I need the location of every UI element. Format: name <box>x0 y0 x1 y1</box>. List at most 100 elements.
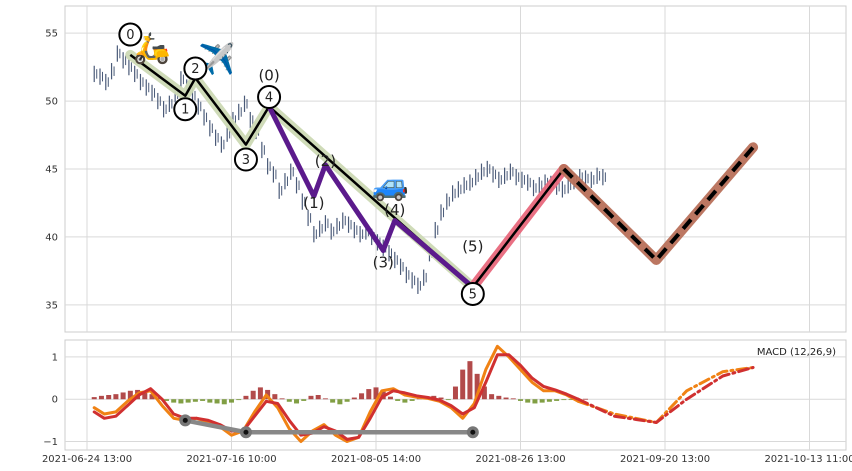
macd-histogram-bar <box>142 391 148 400</box>
macd-histogram-bar <box>546 399 552 402</box>
wave-line <box>471 168 565 288</box>
wave-label: 4 <box>265 91 273 106</box>
macd-histogram-bar <box>257 387 263 400</box>
macd-histogram-bar <box>539 399 545 403</box>
macd-histogram-bar <box>351 397 357 400</box>
wave-label-circle <box>233 147 258 172</box>
divergence-point-center <box>470 429 476 435</box>
wave-label: 2 <box>191 62 199 77</box>
macd-histogram-bar <box>474 373 480 400</box>
price-y-tick-label: 50 <box>45 97 58 108</box>
macd-histogram-bar <box>554 399 560 401</box>
macd-histogram-bar <box>467 361 473 400</box>
macd-histogram-bar <box>279 398 285 400</box>
x-tick-label: 2021-09-20 13:00 <box>620 454 710 465</box>
macd-histogram-bar <box>481 386 487 400</box>
macd-histogram-bar <box>518 399 523 401</box>
car-icon: 🚙 <box>372 168 409 203</box>
macd-histogram-bar <box>452 386 458 400</box>
wave-label: 1 <box>181 103 189 118</box>
axis-labels: 2021-06-24 13:00 2021-07-16 10:00 2021-08-… <box>42 29 852 465</box>
x-tick-label: 2021-08-26 13:00 <box>475 454 565 465</box>
x-tick-label: 2021-06-24 13:00 <box>42 454 132 465</box>
wave-label: (4) <box>384 201 405 219</box>
macd-histogram-bar <box>344 399 350 402</box>
macd-histogram-bar <box>127 390 133 400</box>
macd-histogram-bar <box>192 399 198 402</box>
wave-label: 5 <box>469 287 477 302</box>
macd-y-tick-label: 0 <box>52 395 58 406</box>
macd-histogram-bar <box>200 399 206 401</box>
macd-histogram-bar <box>583 398 589 400</box>
macd-histogram-bar <box>171 399 177 403</box>
price-y-tick-label: 40 <box>45 232 58 243</box>
macd-histogram-bar <box>395 399 401 401</box>
macd-histogram-bar <box>445 399 451 401</box>
macd-histogram-bar <box>106 395 112 400</box>
macd-series-line <box>576 366 755 424</box>
macd-histogram-bar <box>359 393 365 400</box>
macd-histogram-bar <box>272 394 278 400</box>
macd-histogram-bar <box>460 369 466 400</box>
macd-y-tick-label: −1 <box>43 437 58 448</box>
wave-label-circle <box>257 85 282 110</box>
price-y-tick-label: 45 <box>45 165 58 176</box>
macd-histogram-bar <box>214 399 220 404</box>
macd-histogram-bar <box>120 392 126 400</box>
macd-histogram-bar <box>98 395 104 400</box>
macd-histogram-bar <box>330 399 336 403</box>
macd-histogram-bar <box>243 395 249 400</box>
macd-histogram-bar <box>286 399 292 402</box>
wave-line <box>129 53 474 289</box>
macd-histogram-bar <box>149 394 155 400</box>
wave-label: 0 <box>126 28 134 43</box>
macd-legend-label: MACD (12,26,9) <box>757 347 836 358</box>
wave-label: (3) <box>373 254 394 272</box>
wave-label: (5) <box>462 237 483 255</box>
wave-label-circle <box>118 22 143 47</box>
wave-line <box>562 145 755 262</box>
macd-histogram-bar <box>496 395 502 400</box>
macd-histogram-bar <box>525 399 531 403</box>
macd-histogram-bar <box>301 399 307 401</box>
price-y-tick-label: 55 <box>45 29 58 40</box>
macd-histogram-bar <box>373 387 379 400</box>
wave-label-circle <box>183 56 208 81</box>
macd-histogram-bar <box>236 399 242 401</box>
macd-histogram-bar <box>510 398 516 400</box>
macd-histogram-bar <box>366 389 372 400</box>
macd-histogram-bar <box>178 399 184 404</box>
wave-label: (1) <box>303 194 324 212</box>
macd-histogram-bar <box>561 399 567 401</box>
macd-histogram-bar <box>221 399 227 405</box>
macd-histogram-bar <box>294 399 300 404</box>
macd-marks: MACD (12,26,9) <box>91 344 836 443</box>
divergence-point-center <box>243 429 249 435</box>
price-grid <box>65 6 846 332</box>
macd-series-line <box>576 366 755 424</box>
macd-histogram-bar <box>532 399 538 404</box>
macd-histogram-bar <box>91 397 97 400</box>
macd-histogram-bar <box>250 390 256 400</box>
macd-histogram-bar <box>409 399 415 401</box>
macd-histogram-bar <box>438 397 444 400</box>
macd-histogram-bar <box>113 394 119 400</box>
macd-histogram-bar <box>387 396 393 400</box>
x-tick-label: 2021-07-16 10:00 <box>186 454 276 465</box>
macd-histogram-bar <box>337 399 343 405</box>
price-y-tick-label: 35 <box>45 300 58 311</box>
macd-histogram-bar <box>322 398 328 400</box>
wave-line <box>266 105 475 290</box>
macd-histogram-bar <box>402 399 408 403</box>
macd-histogram-bar <box>489 394 495 400</box>
wave-label: 3 <box>242 153 250 168</box>
x-tick-label: 2021-08-05 14:00 <box>331 454 421 465</box>
macd-histogram-bar <box>229 399 234 403</box>
macd-y-tick-label: 1 <box>52 352 58 363</box>
macd-histogram-bar <box>185 399 191 403</box>
macd-histogram-bar <box>207 399 213 403</box>
macd-histogram-bar <box>503 397 509 400</box>
wave-label: (0) <box>258 66 279 84</box>
